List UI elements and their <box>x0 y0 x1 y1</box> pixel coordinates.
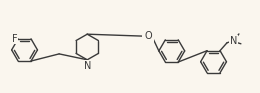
Text: N: N <box>230 36 237 46</box>
Text: F: F <box>12 34 18 44</box>
Text: O: O <box>144 31 152 41</box>
Text: N: N <box>83 61 91 71</box>
